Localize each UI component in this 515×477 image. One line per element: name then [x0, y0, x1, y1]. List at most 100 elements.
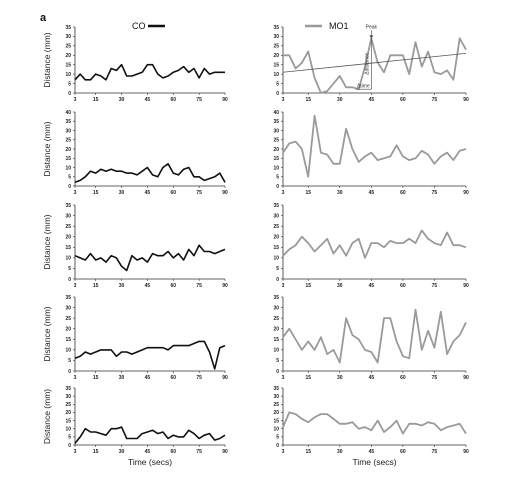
x-tick-label: 15 — [305, 449, 311, 455]
y-tick-label: 25 — [65, 224, 71, 230]
chart-mo1-row4: 0 5 10 15 20 25 30 35 3 15 30 45 60 75 90 — [273, 295, 469, 381]
x-tick-label: 30 — [337, 283, 343, 289]
y-axis-label: Distance (mm) — [42, 121, 52, 176]
y-tick-label: 30 — [273, 34, 279, 40]
y-tick-label: 0 — [276, 91, 279, 97]
legend-mo1-label: MO1 — [329, 21, 349, 31]
y-tick-label: 20 — [65, 235, 71, 241]
y-tick-label: 25 — [65, 402, 71, 408]
x-tick-label: 60 — [170, 375, 176, 381]
x-tick-label: 60 — [170, 449, 176, 455]
y-tick-label: 30 — [65, 213, 71, 219]
y-tick-label: 0 — [276, 277, 279, 283]
x-tick-label: 45 — [145, 375, 151, 381]
y-axis-label: Distance (mm) — [42, 32, 52, 87]
legend-co: CO — [132, 21, 165, 31]
y-tick-label: 25 — [65, 316, 71, 322]
x-tick-label: 3 — [282, 190, 285, 196]
x-tick-label: 75 — [432, 449, 438, 455]
y-tick-label: 25 — [65, 44, 71, 50]
x-tick-label: 30 — [337, 375, 343, 381]
series-line-co — [74, 426, 226, 444]
x-tick-label: 90 — [222, 375, 228, 381]
x-tick-label: 45 — [369, 97, 375, 103]
x-tick-label: 90 — [463, 190, 469, 196]
y-tick-label: 30 — [65, 34, 71, 40]
y-tick-label: 10 — [65, 165, 71, 171]
chart-co-row1: 0 5 10 15 20 25 30 35 3 15 30 45 60 75 90 Distance (mm) — [42, 25, 228, 103]
y-tick-label: 35 — [273, 295, 279, 301]
x-tick-label: 90 — [463, 283, 469, 289]
y-tick-label: 35 — [65, 203, 71, 209]
x-tick-label: 30 — [119, 190, 125, 196]
y-tick-label: 5 — [68, 435, 71, 441]
y-tick-label: 25 — [273, 316, 279, 322]
y-tick-label: 20 — [273, 410, 279, 416]
series-line-mo1 — [282, 114, 467, 178]
x-tick-label: 3 — [282, 283, 285, 289]
x-tick-label: 75 — [432, 190, 438, 196]
y-tick-label: 5 — [276, 266, 279, 272]
panel-letter: a — [40, 12, 47, 24]
y-tick-label: 20 — [65, 410, 71, 416]
y-tick-label: 0 — [68, 91, 71, 97]
x-tick-label: 15 — [93, 97, 99, 103]
y-tick-label: 10 — [65, 72, 71, 78]
x-tick-label: 30 — [119, 283, 125, 289]
x-tick-label: 90 — [222, 283, 228, 289]
y-tick-label: 0 — [276, 184, 279, 190]
x-axis-label: Time (secs) — [128, 457, 172, 467]
y-tick-label: 20 — [273, 327, 279, 333]
y-tick-label: 5 — [68, 81, 71, 87]
x-tick-label: 45 — [369, 190, 375, 196]
y-tick-label: 15 — [65, 337, 71, 343]
x-tick-label: 45 — [145, 283, 151, 289]
y-tick-label: 15 — [273, 337, 279, 343]
y-tick-label: 5 — [276, 435, 279, 441]
y-tick-label: 20 — [273, 53, 279, 59]
y-tick-label: 30 — [273, 128, 279, 134]
y-tick-label: 10 — [273, 427, 279, 433]
y-tick-label: 15 — [273, 245, 279, 251]
x-tick-label: 3 — [282, 97, 285, 103]
y-tick-label: 35 — [273, 203, 279, 209]
x-tick-label: 3 — [74, 283, 77, 289]
x-axis-label: Time (secs) — [352, 457, 396, 467]
x-tick-label: 75 — [432, 375, 438, 381]
legend-mo1: MO1 — [305, 21, 349, 31]
y-tick-label: 15 — [65, 245, 71, 251]
x-tick-label: 30 — [119, 375, 125, 381]
y-tick-label: 35 — [65, 386, 71, 392]
y-tick-label: 20 — [273, 147, 279, 153]
x-tick-label: 15 — [305, 283, 311, 289]
y-tick-label: 10 — [273, 72, 279, 78]
x-tick-label: 75 — [432, 283, 438, 289]
x-tick-label: 60 — [170, 190, 176, 196]
x-tick-label: 15 — [305, 190, 311, 196]
y-tick-label: 5 — [68, 358, 71, 364]
x-tick-label: 15 — [93, 283, 99, 289]
trend-line — [282, 53, 467, 73]
x-tick-label: 75 — [196, 190, 202, 196]
y-axis-label: Distance (mm) — [42, 389, 52, 444]
y-tick-label: 40 — [273, 110, 279, 116]
peak-arrow-icon — [369, 35, 374, 39]
chart-mo1-row1: 0 5 10 15 20 25 30 35 3 15 30 45 60 75 90 Peak Δdistance… — [273, 24, 469, 103]
y-tick-label: 15 — [273, 156, 279, 162]
x-tick-label: 90 — [222, 97, 228, 103]
y-tick-label: 5 — [68, 175, 71, 181]
y-tick-label: 35 — [273, 25, 279, 31]
x-tick-label: 15 — [305, 97, 311, 103]
y-tick-label: 30 — [273, 394, 279, 400]
chart-mo1-row2: 0 5 10 15 20 25 30 35 40 3 15 30 45 60 75 90 — [273, 110, 469, 196]
y-tick-label: 5 — [276, 175, 279, 181]
x-tick-label: 45 — [145, 97, 151, 103]
y-tick-label: 10 — [65, 427, 71, 433]
y-tick-label: 25 — [273, 402, 279, 408]
y-tick-label: 5 — [276, 81, 279, 87]
y-tick-label: 15 — [273, 418, 279, 424]
y-tick-label: 30 — [273, 305, 279, 311]
series-line-mo1 — [282, 308, 467, 364]
